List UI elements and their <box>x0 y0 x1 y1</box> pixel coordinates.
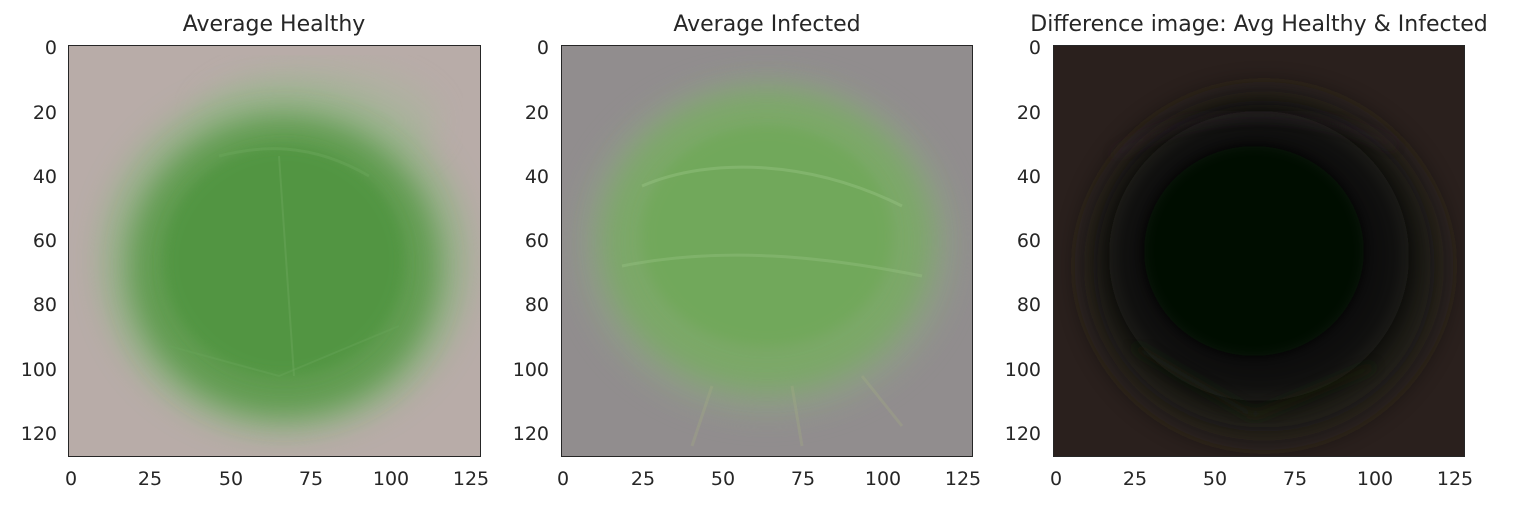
y-tick: 0 <box>536 37 549 59</box>
x-tick: 100 <box>372 468 410 490</box>
y-tick: 120 <box>512 423 549 445</box>
y-tick: 60 <box>32 230 57 252</box>
x-tick: 100 <box>1356 468 1394 490</box>
x-tick: 75 <box>298 468 324 490</box>
y-tick: 60 <box>524 230 549 252</box>
y-tick: 100 <box>512 359 549 381</box>
y-tick: 120 <box>1004 423 1041 445</box>
y-tick: 0 <box>1028 37 1041 59</box>
y-tick: 100 <box>20 359 57 381</box>
panel-title-healthy: Average Healthy <box>182 12 366 37</box>
y-tick: 100 <box>1004 359 1041 381</box>
image-difference <box>1054 46 1464 456</box>
x-tick: 0 <box>1049 468 1063 490</box>
y-tick: 80 <box>1016 294 1041 316</box>
x-tick: 25 <box>630 468 656 490</box>
x-tick: 100 <box>864 468 902 490</box>
y-tick: 20 <box>524 102 549 124</box>
image-infected <box>562 46 972 456</box>
x-tick: 125 <box>944 468 982 490</box>
x-tick: 0 <box>556 468 570 490</box>
y-tick: 40 <box>1016 166 1041 188</box>
image-healthy <box>69 46 480 456</box>
x-tick: 0 <box>64 468 78 490</box>
x-tick: 125 <box>1436 468 1474 490</box>
axes-difference <box>1053 45 1465 457</box>
x-tick: 50 <box>218 468 244 490</box>
x-tick: 75 <box>1282 468 1308 490</box>
x-tick: 50 <box>1202 468 1228 490</box>
x-tick: 125 <box>452 468 490 490</box>
x-tick: 25 <box>137 468 163 490</box>
panel-title-difference: Difference image: Avg Healthy & Infected <box>1030 12 1488 37</box>
y-tick: 80 <box>524 294 549 316</box>
y-tick: 60 <box>1016 230 1041 252</box>
y-tick: 80 <box>32 294 57 316</box>
x-tick: 75 <box>790 468 816 490</box>
y-tick: 20 <box>32 102 57 124</box>
y-tick: 0 <box>44 37 57 59</box>
panel-title-infected: Average Infected <box>673 12 861 37</box>
axes-infected <box>561 45 973 457</box>
y-tick: 20 <box>1016 102 1041 124</box>
y-tick: 120 <box>20 423 57 445</box>
y-tick: 40 <box>32 166 57 188</box>
x-tick: 50 <box>710 468 736 490</box>
axes-healthy <box>68 45 481 457</box>
y-tick: 40 <box>524 166 549 188</box>
x-tick: 25 <box>1122 468 1148 490</box>
